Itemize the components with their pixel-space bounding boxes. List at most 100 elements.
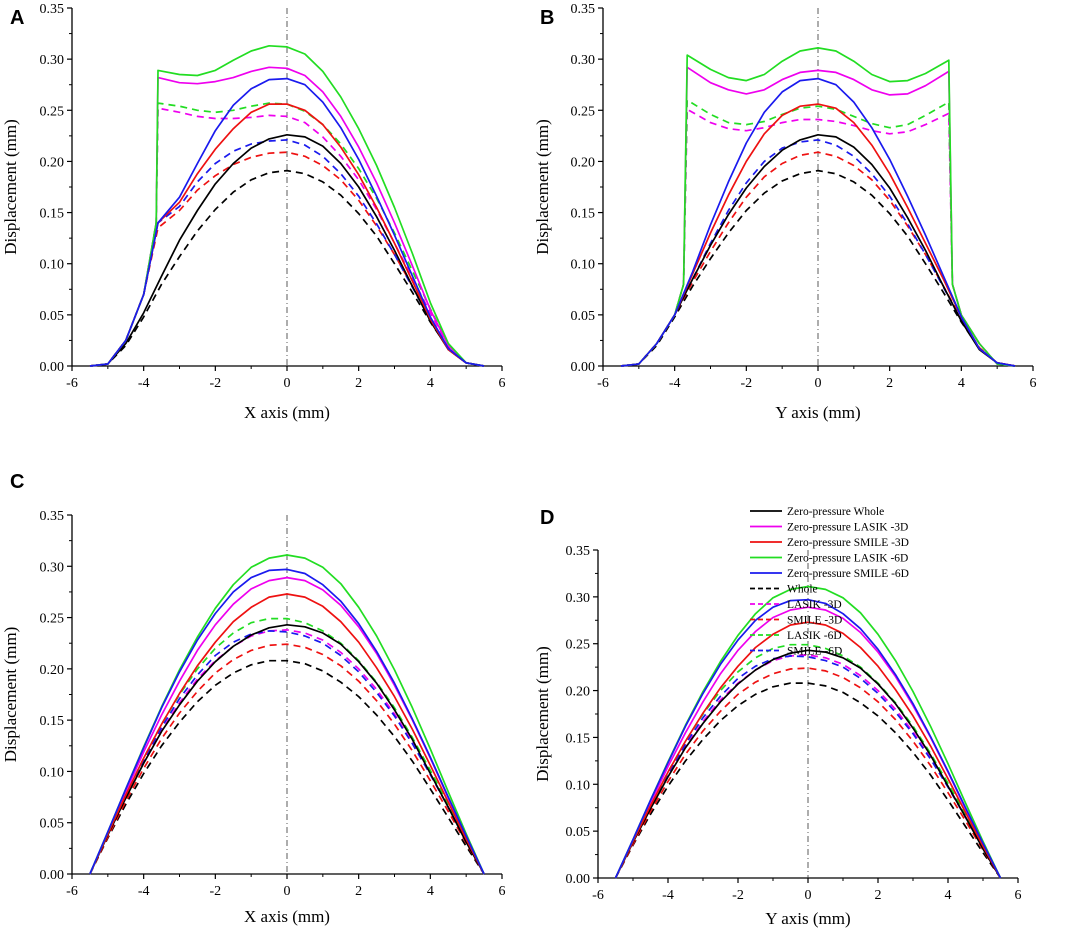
series-line: SMILE -6D [89, 630, 485, 875]
series-line: Zero-pressure SMILE -6D [89, 568, 485, 875]
y-tick-label: 0.25 [571, 104, 596, 119]
y-tick-label: 0.35 [566, 544, 591, 559]
legend-item: Zero-pressure SMILE -6D [750, 568, 909, 580]
y-tick-label: 0.20 [571, 155, 596, 170]
legend-label: SMILE -6D [787, 646, 842, 658]
legend-label: Zero-pressure LASIK -6D [787, 553, 908, 565]
y-tick-label: 0.30 [40, 53, 65, 68]
x-tick-label: 2 [886, 376, 893, 391]
legend: Zero-pressure Whole Zero-pressure LASIK -… [750, 506, 909, 658]
series-line: Zero-pressure SMILE -3D [89, 593, 485, 875]
series-line: Whole [89, 659, 485, 875]
x-axis-title: X axis (mm) [244, 403, 330, 422]
panel-letter: D [540, 507, 554, 529]
y-tick-label: 0.05 [40, 309, 65, 324]
x-tick-label: 4 [427, 376, 434, 391]
legend-item: LASIK -3D [750, 599, 842, 611]
series-line: Zero-pressure SMILE -3D [614, 621, 1002, 879]
y-tick-label: 0.00 [40, 360, 65, 375]
y-tick-label: 0.25 [40, 104, 65, 119]
y-tick-label: 0.35 [571, 2, 596, 17]
y-axis-title: Displacement (mm) [533, 646, 552, 782]
series-line: Zero-pressure SMILE -6D [620, 77, 1016, 367]
legend-item: LASIK -6D [750, 630, 842, 642]
y-tick-label: 0.10 [40, 765, 65, 780]
x-tick-label: -4 [662, 888, 674, 903]
series-line: LASIK -6D [89, 617, 485, 875]
series-line: Zero-pressure Whole [89, 623, 485, 875]
x-tick-label: 0 [805, 888, 812, 903]
series-line: LASIK -6D [614, 643, 1002, 879]
x-tick-label: 2 [875, 888, 882, 903]
panel-d: D -6 -4 -2 0 2 4 6 0.00 0.05 0.10 0.15 0.20 0.25 0.30 0… [533, 507, 1022, 928]
y-tick-label: 0.00 [566, 872, 591, 887]
x-tick-label: -6 [597, 376, 609, 391]
y-tick-label: 0.25 [566, 638, 591, 653]
y-tick-label: 0.10 [40, 258, 65, 273]
y-tick-label: 0.20 [40, 663, 65, 678]
x-tick-label: -2 [209, 884, 221, 899]
y-tick-label: 0.35 [40, 509, 65, 524]
legend-item: Zero-pressure LASIK -3D [750, 522, 908, 534]
legend-item: SMILE -3D [750, 615, 842, 627]
y-tick-label: 0.15 [571, 207, 596, 222]
x-tick-label: -6 [592, 888, 604, 903]
x-tick-label: -4 [669, 376, 681, 391]
x-tick-label: 0 [815, 376, 822, 391]
series-line: Whole [620, 169, 1016, 367]
x-tick-label: 4 [958, 376, 965, 391]
y-tick-label: 0.05 [40, 817, 65, 832]
y-tick-label: 0.15 [40, 207, 65, 222]
legend-item: Zero-pressure LASIK -6D [750, 553, 908, 565]
x-tick-label: 0 [284, 884, 291, 899]
x-tick-label: 4 [945, 888, 952, 903]
legend-label: Whole [787, 584, 818, 596]
series-line: SMILE -3D [614, 667, 1002, 879]
y-tick-label: 0.10 [566, 778, 591, 793]
series-line: Zero-pressure LASIK -6D [89, 44, 485, 367]
x-tick-label: 6 [499, 884, 506, 899]
x-tick-label: -2 [209, 376, 221, 391]
x-axis-title: X axis (mm) [244, 907, 330, 926]
series-line: Zero-pressure Whole [89, 133, 485, 367]
x-tick-label: 6 [1015, 888, 1022, 903]
panel-c: C -6 -4 -2 0 2 4 6 0.00 0.05 0.10 0.15 0.20 0.25 0.30 0… [1, 471, 506, 926]
y-tick-label: 0.00 [40, 868, 65, 883]
panel-a: A -6 -4 -2 0 2 4 6 0.00 0.05 0.10 0.15 0.20 0.25 0.30 0… [1, 2, 506, 422]
y-axis-title: Displacement (mm) [1, 119, 20, 255]
x-tick-label: 6 [499, 376, 506, 391]
y-tick-label: 0.35 [40, 2, 65, 17]
y-tick-label: 0.30 [566, 591, 591, 606]
legend-item: Zero-pressure SMILE -3D [750, 537, 909, 549]
legend-item: Whole [750, 584, 818, 596]
x-tick-label: 4 [427, 884, 434, 899]
x-axis-title: Y axis (mm) [765, 909, 850, 928]
legend-item: SMILE -6D [750, 646, 842, 658]
series-line: Zero-pressure SMILE -6D [614, 598, 1002, 879]
legend-label: Zero-pressure SMILE -6D [787, 568, 909, 580]
legend-label: Zero-pressure SMILE -3D [787, 537, 909, 549]
x-tick-label: 2 [355, 376, 362, 391]
series-line: SMILE -3D [89, 643, 485, 875]
y-axis-title: Displacement (mm) [1, 627, 20, 763]
x-tick-label: 0 [284, 376, 291, 391]
series-line: Zero-pressure LASIK -6D [620, 47, 1016, 367]
y-tick-label: 0.20 [566, 685, 591, 700]
series-line: Whole [614, 682, 1002, 879]
legend-label: LASIK -3D [787, 599, 842, 611]
series-line: Zero-pressure Whole [620, 133, 1016, 367]
y-tick-label: 0.05 [571, 309, 596, 324]
x-axis-title: Y axis (mm) [775, 403, 860, 422]
y-tick-label: 0.25 [40, 612, 65, 627]
y-tick-label: 0.30 [40, 560, 65, 575]
y-tick-label: 0.05 [566, 825, 591, 840]
series-line: Zero-pressure SMILE -6D [89, 77, 485, 367]
y-tick-label: 0.15 [40, 714, 65, 729]
x-tick-label: -2 [740, 376, 752, 391]
y-tick-label: 0.00 [571, 360, 596, 375]
y-tick-label: 0.15 [566, 731, 591, 746]
panel-b: B -6 -4 -2 0 2 4 6 0.00 0.05 0.10 0.15 0.20 0.25 0.30 0… [533, 2, 1037, 422]
series-line: SMILE -6D [614, 655, 1002, 879]
x-tick-label: -2 [732, 888, 744, 903]
